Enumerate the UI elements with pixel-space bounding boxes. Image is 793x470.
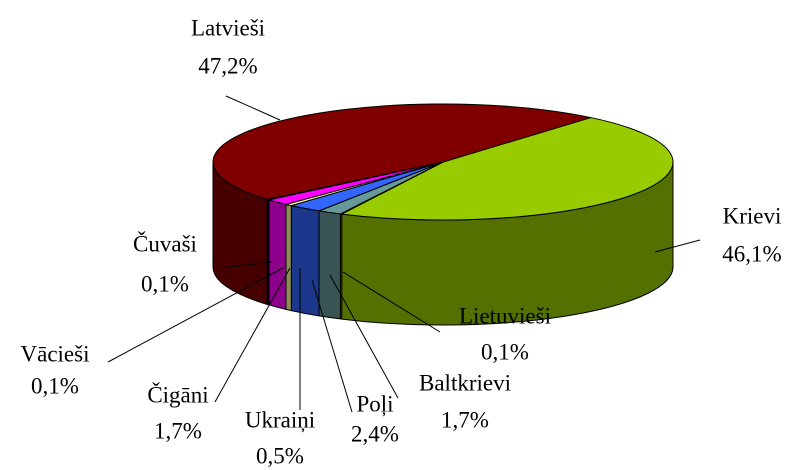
leader-line xyxy=(221,261,273,269)
slice-label: Poļi xyxy=(356,391,393,417)
slice-value-label: 0,1% xyxy=(141,271,189,296)
leader-line xyxy=(214,267,291,403)
leader-line xyxy=(107,267,284,363)
slice-value-label: 47,2% xyxy=(198,53,257,78)
leader-line xyxy=(654,239,701,253)
slice xyxy=(212,103,592,200)
slice-value-label: 1,7% xyxy=(154,418,202,443)
slice xyxy=(341,117,674,221)
leader-line xyxy=(225,95,281,121)
leader-line xyxy=(329,274,399,399)
slice-value-label: 46,1% xyxy=(722,241,781,266)
slice-side xyxy=(285,203,292,312)
slice-label: Čigāni xyxy=(147,381,208,407)
slice-value-label: 0,1% xyxy=(31,373,79,398)
slice-value-label: 0,1% xyxy=(481,339,529,364)
leader-line xyxy=(342,271,441,333)
slice-side xyxy=(268,199,287,310)
slice-side xyxy=(290,205,320,317)
slice-value-label: 2,4% xyxy=(351,421,399,446)
slice-label: Latvieši xyxy=(191,15,265,40)
leader-line xyxy=(311,279,353,413)
slice-side xyxy=(318,210,341,320)
slice-label: Ukraiņi xyxy=(245,407,315,433)
slice-label: Krievi xyxy=(723,203,782,228)
slice-label: Lietuvieši xyxy=(459,303,551,328)
slice-label: Baltkrievi xyxy=(419,370,511,395)
slice-label: Čuvaši xyxy=(133,230,197,256)
slice-label: Vācieši xyxy=(21,341,90,366)
slice-value-label: 0,5% xyxy=(256,443,304,468)
slice-value-label: 1,7% xyxy=(441,407,489,432)
